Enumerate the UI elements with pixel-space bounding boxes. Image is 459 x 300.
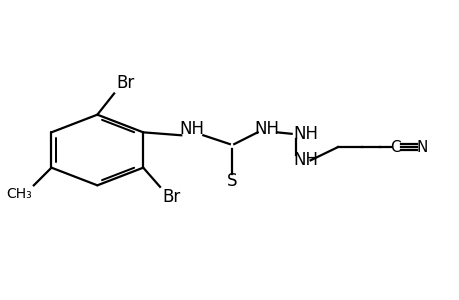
Text: Br: Br: [162, 188, 180, 206]
Text: NH: NH: [179, 120, 204, 138]
Text: S: S: [226, 172, 237, 190]
Text: N: N: [415, 140, 427, 154]
Text: CH₃: CH₃: [6, 187, 32, 201]
Text: NH: NH: [293, 151, 318, 169]
Text: Br: Br: [116, 74, 134, 92]
Text: NH: NH: [293, 125, 318, 143]
Text: NH: NH: [254, 120, 279, 138]
Text: C: C: [389, 140, 400, 154]
